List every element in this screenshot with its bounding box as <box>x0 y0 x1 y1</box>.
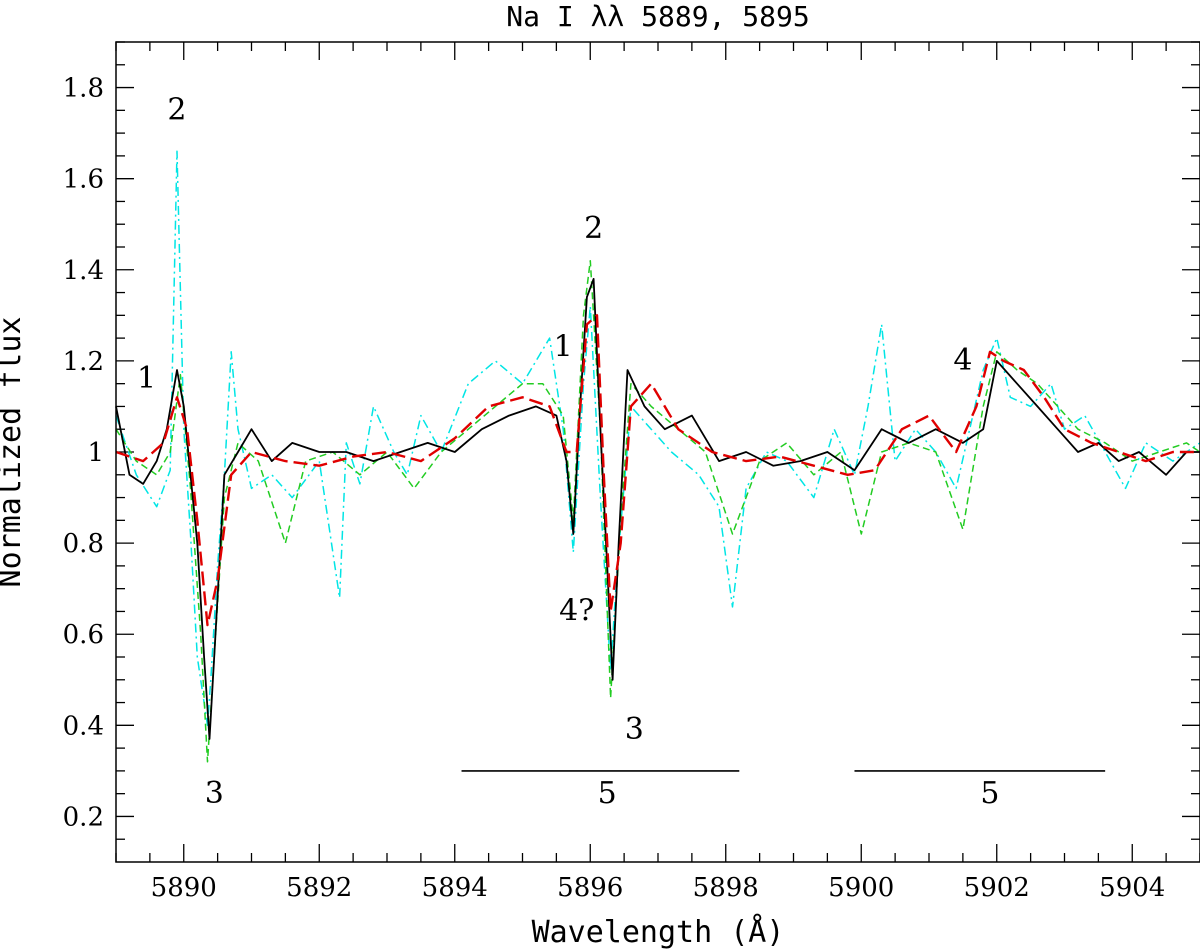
series-line-1 <box>115 150 1200 727</box>
series-lines <box>115 150 1200 763</box>
y-axis-label: Normalized flux <box>0 317 28 588</box>
annotation-label: 5 <box>980 776 999 811</box>
series-line-4 <box>115 314 1200 627</box>
y-tick-label: 1.6 <box>63 165 104 195</box>
series-line-3 <box>115 278 1200 740</box>
annotation-label: 5 <box>598 776 617 811</box>
annotation-label: 4? <box>559 594 594 629</box>
annotation-label: 1 <box>554 329 573 364</box>
chart-annotations: 2 1 3 2 1 4? 3 4 5 5 <box>137 92 1000 810</box>
x-tick-label: 5900 <box>828 873 894 903</box>
y-tick-label: 1 <box>87 438 104 468</box>
annotation-label: 1 <box>137 361 156 396</box>
x-tick-label: 5902 <box>964 873 1030 903</box>
x-tick-label: 5904 <box>1099 873 1165 903</box>
series-line-2 <box>115 259 1200 763</box>
annotation-label: 2 <box>167 92 186 127</box>
annotation-label: 3 <box>625 712 644 747</box>
y-tick-label: 1.4 <box>63 256 104 286</box>
y-tick-label: 0.2 <box>63 802 104 832</box>
y-tick-label: 1.2 <box>63 347 104 377</box>
axis-ticks: 5890 5892 5894 5896 5898 5900 5902 5904 0.2 0.4 0.… <box>63 41 1200 903</box>
y-tick-label: 0.8 <box>63 529 104 559</box>
x-tick-label: 5892 <box>286 873 352 903</box>
x-tick-label: 5890 <box>151 873 217 903</box>
annotation-label: 2 <box>584 211 603 246</box>
annotation-label: 3 <box>205 776 224 811</box>
y-tick-label: 0.6 <box>63 620 104 650</box>
annotation-label: 4 <box>953 343 972 378</box>
x-axis-label: Wavelength (Å) <box>532 914 785 950</box>
plot-frame <box>115 41 1200 863</box>
y-tick-label: 1.8 <box>63 74 104 104</box>
y-tick-label: 0.4 <box>63 711 104 741</box>
chart-title: Na I λλ 5889, 5895 <box>506 0 809 33</box>
x-tick-label: 5896 <box>557 873 623 903</box>
x-tick-label: 5898 <box>693 873 759 903</box>
x-tick-label: 5894 <box>422 873 488 903</box>
